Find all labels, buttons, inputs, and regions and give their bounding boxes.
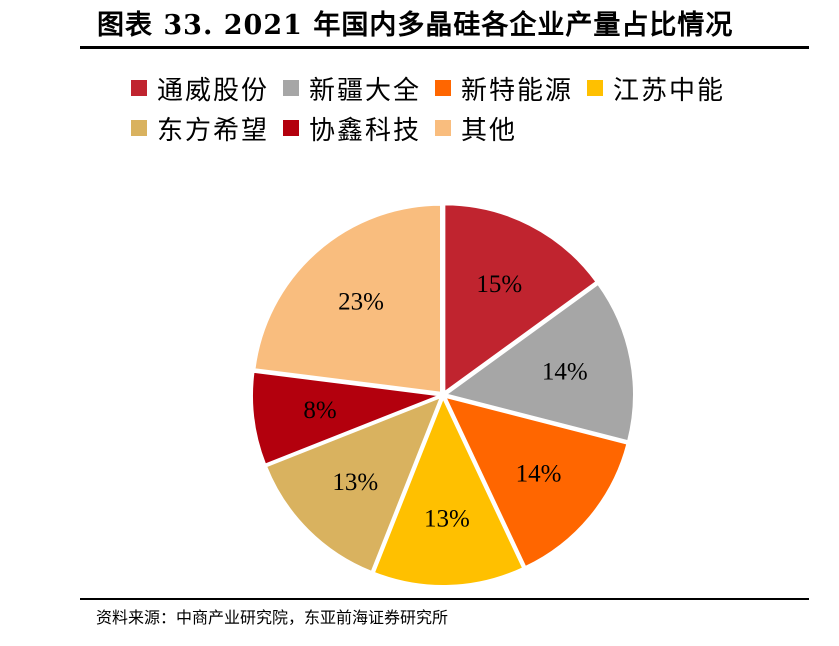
legend-label: 江苏中能	[613, 75, 726, 106]
slice-label-6: 23%	[338, 288, 384, 315]
pie-slice-0	[443, 203, 598, 395]
legend-swatch	[131, 80, 147, 96]
slice-label-2: 14%	[516, 461, 562, 488]
legend-label: 新特能源	[461, 75, 574, 106]
legend-swatch	[587, 80, 604, 96]
slice-label-4: 13%	[332, 469, 378, 496]
legend-swatch	[283, 120, 300, 136]
slice-label-0: 15%	[476, 271, 522, 298]
pie-slice-2	[443, 395, 629, 569]
legend-item: 东方希望	[131, 110, 269, 147]
legend: 通威股份 新疆大全 新特能源 江苏中能 东方希望 协鑫科技 其他	[131, 68, 791, 148]
legend-label: 协鑫科技	[309, 115, 422, 146]
legend-label: 新疆大全	[309, 75, 422, 106]
title-rule	[80, 46, 809, 49]
legend-swatch	[435, 120, 452, 136]
pie-slice-1	[443, 282, 635, 443]
legend-swatch	[131, 120, 147, 136]
legend-item: 新特能源	[435, 70, 573, 107]
legend-item: 江苏中能	[587, 70, 725, 107]
legend-label: 东方希望	[157, 115, 270, 146]
legend-label: 其他	[461, 115, 518, 146]
legend-label: 通威股份	[157, 75, 270, 106]
legend-item: 协鑫科技	[283, 110, 421, 147]
legend-item: 通威股份	[131, 70, 269, 107]
legend-item: 其他	[435, 110, 517, 147]
chart-title: 图表 33. 2021 年国内多晶硅各企业产量占比情况	[97, 10, 734, 41]
pie-slice-3	[372, 395, 525, 587]
slice-label-1: 14%	[542, 358, 588, 385]
legend-row-1: 通威股份 新疆大全 新特能源 江苏中能	[131, 68, 791, 108]
legend-item: 新疆大全	[283, 70, 421, 107]
slice-label-5: 8%	[303, 397, 336, 424]
source-note: 资料来源：中商产业研究院，东亚前海证券研究所	[96, 608, 449, 627]
legend-row-2: 东方希望 协鑫科技 其他	[131, 108, 791, 148]
pie-slice-6	[253, 203, 443, 394]
legend-swatch	[283, 80, 300, 96]
slice-label-3: 13%	[424, 505, 470, 532]
source-rule	[80, 598, 809, 600]
pie-slice-4	[264, 395, 443, 574]
legend-swatch	[435, 80, 452, 96]
pie-slice-5	[251, 370, 441, 466]
